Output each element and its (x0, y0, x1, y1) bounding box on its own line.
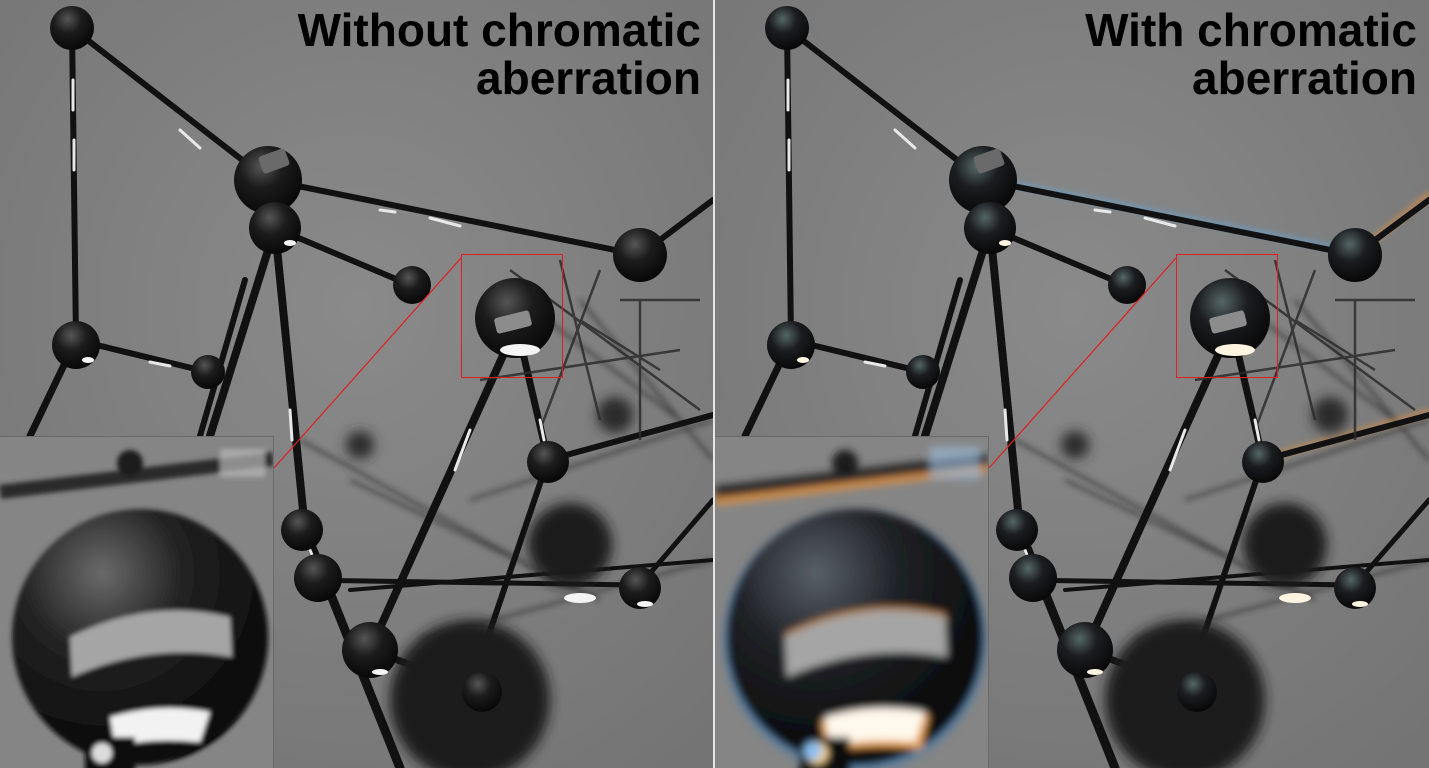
magnified-sphere-aberrated (715, 437, 988, 768)
title-line-2: aberration (1192, 52, 1417, 104)
panel-title-with: With chromatic aberration (1085, 6, 1417, 102)
panel-title-without: Without chromatic aberration (298, 6, 701, 102)
title-line-1: Without chromatic (297, 4, 701, 56)
panel-without-aberration: Without chromatic aberration (0, 0, 713, 768)
zoom-region-box (461, 254, 563, 378)
zoom-connector-line (988, 257, 1177, 469)
panel-with-aberration: With chromatic aberration (715, 0, 1429, 768)
magnified-inset (0, 436, 274, 768)
panel-divider (713, 0, 715, 768)
title-line-1: With chromatic (1085, 4, 1417, 56)
magnified-sphere (0, 437, 273, 768)
zoom-connector-line (273, 257, 462, 469)
zoom-region-box (1176, 254, 1278, 378)
title-line-2: aberration (476, 52, 701, 104)
magnified-inset (715, 436, 989, 768)
